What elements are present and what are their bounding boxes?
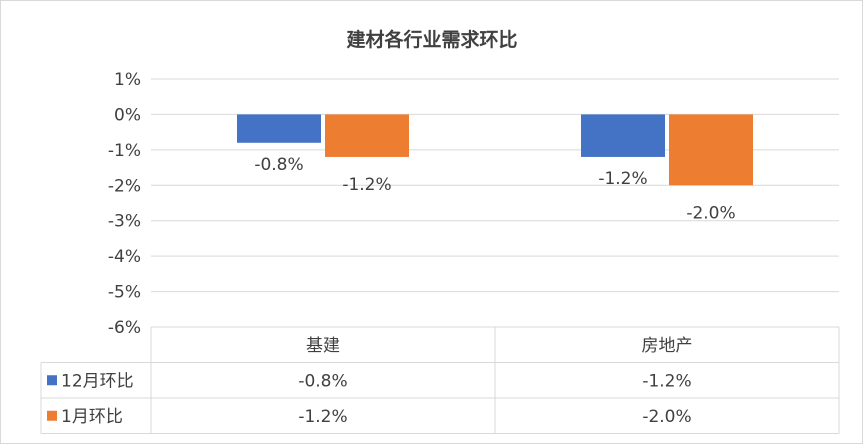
bar bbox=[581, 114, 665, 157]
series-name: 1月环比 bbox=[61, 407, 123, 427]
bar bbox=[669, 114, 753, 186]
data-label: -1.2% bbox=[598, 169, 647, 189]
series-name: 12月环比 bbox=[61, 372, 134, 392]
y-tick-label: -4% bbox=[108, 247, 141, 267]
bar bbox=[237, 114, 321, 143]
table-cell: -1.2% bbox=[642, 372, 691, 392]
table-cell: -0.8% bbox=[298, 372, 347, 392]
data-labels: -0.8% -1.2% -1.2% -2.0% bbox=[254, 155, 735, 224]
y-tick-label: 0% bbox=[114, 105, 141, 125]
category-label: 基建 bbox=[306, 336, 340, 356]
bars bbox=[237, 114, 753, 186]
category-label: 房地产 bbox=[642, 336, 693, 356]
y-tick-label: -5% bbox=[108, 283, 141, 303]
y-tick-label: -3% bbox=[108, 212, 141, 232]
y-tick-label: -2% bbox=[108, 176, 141, 196]
y-tick-label: -6% bbox=[108, 318, 141, 338]
y-tick-label: -1% bbox=[108, 141, 141, 161]
legend-key bbox=[47, 410, 57, 421]
table-cell: -1.2% bbox=[298, 407, 347, 427]
bar bbox=[325, 114, 409, 157]
legend-key bbox=[47, 375, 57, 386]
data-label: -0.8% bbox=[254, 155, 303, 175]
y-tick-label: 1% bbox=[114, 70, 141, 90]
chart-title: 建材各行业需求环比 bbox=[346, 28, 517, 51]
data-label: -1.2% bbox=[342, 175, 391, 195]
table-cell: -2.0% bbox=[642, 407, 691, 427]
data-label: -2.0% bbox=[686, 203, 735, 223]
data-table: 基建 房地产 12月环比 -0.8% -1.2% 1月环比 -1.2% -2.0% bbox=[40, 327, 840, 434]
y-axis-ticks: 1% 0% -1% -2% -3% -4% -5% -6% bbox=[108, 70, 141, 338]
